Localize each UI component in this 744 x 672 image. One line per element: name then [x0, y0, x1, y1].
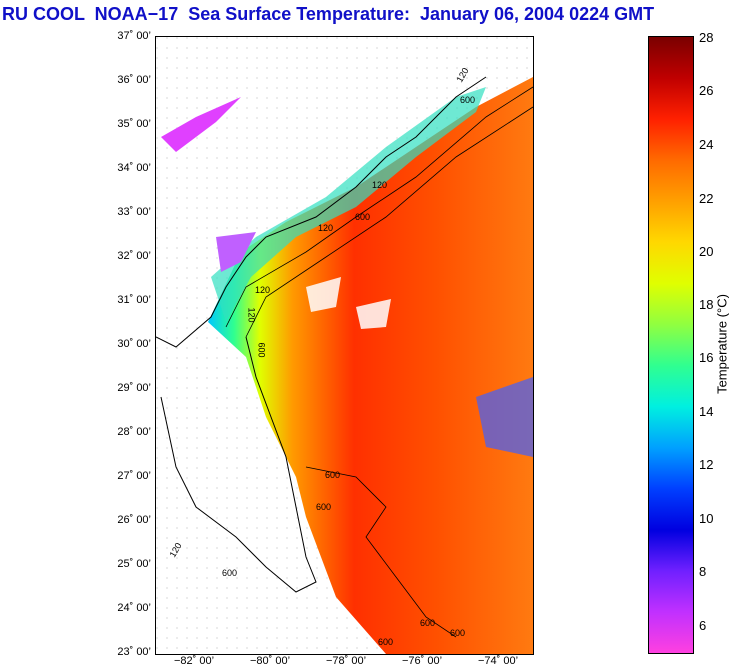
lat-label: 24˚ 00’	[117, 602, 151, 614]
lat-label: 33˚ 00’	[117, 206, 151, 218]
colorbar-label: Temperature (°C)	[714, 294, 730, 394]
lat-label: 30˚ 00’	[117, 338, 151, 350]
cold-water-patch	[216, 232, 256, 272]
colorbar-tick: 26	[699, 83, 714, 98]
sst-map-canvas	[156, 37, 533, 654]
colorbar-tick: 20	[699, 244, 714, 259]
lat-label: 25˚ 00’	[117, 558, 151, 570]
contour-label: 600	[378, 637, 394, 647]
depth-contour	[225, 86, 533, 328]
coastal-cool-water	[211, 87, 486, 322]
contour-label: 600	[355, 212, 371, 222]
lon-label: −80˚ 00’	[249, 655, 291, 667]
colorbar-tick: 12	[699, 457, 714, 472]
colorbar-tick: 24	[699, 137, 714, 152]
coastline	[156, 76, 487, 348]
cold-water-patch	[161, 97, 241, 152]
contour-label: 600	[450, 628, 466, 638]
depth-contour	[305, 466, 457, 638]
chart-title: RU COOL NOAA−17 Sea Surface Temperature:…	[2, 4, 655, 24]
colorbar-tick: 14	[699, 404, 714, 419]
cloud-patch	[306, 277, 341, 312]
lon-label: −74˚ 00’	[477, 655, 519, 667]
cloud-patch	[356, 299, 391, 329]
colorbar-tick: 16	[699, 350, 714, 365]
colorbar-tick: 18	[699, 297, 714, 312]
contour-label: 600	[460, 95, 476, 105]
contour-label: 600	[222, 568, 238, 578]
lat-label: 23˚ 00’	[117, 646, 151, 658]
lat-label: 29˚ 00’	[117, 382, 151, 394]
lat-label: 26˚ 00’	[117, 514, 151, 526]
colorbar-tick: 28	[699, 30, 714, 45]
colorbar-tick: 10	[699, 511, 714, 526]
lon-label: −78˚ 00’	[325, 655, 367, 667]
contour-label: 600	[256, 342, 267, 358]
colorbar-tick: 8	[699, 564, 707, 579]
colorbar-tick: 6	[699, 618, 707, 633]
lat-label: 28˚ 00’	[117, 426, 151, 438]
contour-label: 600	[316, 502, 332, 512]
lat-label: 32˚ 00’	[117, 250, 151, 262]
lat-label: 36˚ 00’	[117, 74, 151, 86]
lat-label: 34˚ 00’	[117, 162, 151, 174]
contour-label: 120	[246, 307, 257, 323]
lat-label: 27˚ 00’	[117, 470, 151, 482]
colorbar-tick: 22	[699, 191, 714, 206]
lat-label: 35˚ 00’	[117, 118, 151, 130]
lon-label: −76˚ 00’	[401, 655, 443, 667]
contour-label: 600	[325, 470, 341, 480]
lon-label: −82˚ 00’	[173, 655, 215, 667]
contour-label: 600	[420, 618, 436, 628]
contour-label: 120	[372, 180, 388, 190]
sst-map[interactable]	[155, 36, 534, 655]
contour-label: 120	[255, 285, 271, 295]
temperature-colorbar	[648, 36, 694, 654]
depth-contour	[245, 106, 533, 338]
lat-label: 37˚ 00’	[117, 30, 151, 42]
cold-water-patch	[476, 377, 533, 457]
coastline	[160, 336, 317, 593]
lat-label: 31˚ 00’	[117, 294, 151, 306]
contour-label: 120	[318, 223, 334, 233]
